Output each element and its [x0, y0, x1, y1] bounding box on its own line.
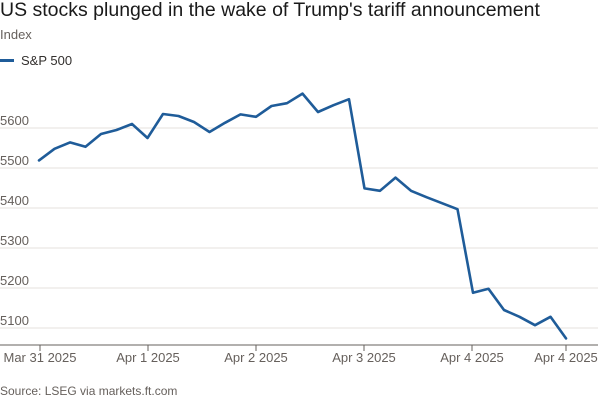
x-tick-label: Apr 4 2025 — [440, 350, 504, 365]
x-tick-labels: Mar 31 2025 Apr 1 2025 Apr 2 2025 Apr 3 202… — [4, 345, 598, 365]
x-tick-label: Mar 31 2025 — [4, 350, 77, 365]
x-tick-label: Apr 3 2025 — [332, 350, 396, 365]
legend-swatch — [0, 59, 14, 62]
y-tick-label: 5100 — [0, 313, 29, 328]
legend: S&P 500 — [0, 53, 72, 68]
y-tick-label: 5600 — [0, 113, 29, 128]
y-tick-label: 5200 — [0, 273, 29, 288]
x-tick-label: Apr 4 2025 — [534, 350, 598, 365]
y-tick-label: 5500 — [0, 153, 29, 168]
x-tick-label: Apr 1 2025 — [116, 350, 180, 365]
source-note: Source: LSEG via markets.ft.com — [0, 384, 178, 398]
chart-title: US stocks plunged in the wake of Trump's… — [0, 0, 540, 21]
legend-label: S&P 500 — [21, 53, 73, 68]
y-axis-label: Index — [0, 27, 32, 42]
y-tick-labels: 5100 5200 5300 5400 5500 5600 — [0, 113, 29, 328]
series-line-sp500 — [37, 92, 568, 340]
series-lines — [37, 92, 568, 340]
grid-lines — [0, 127, 598, 346]
x-tick-label: Apr 2 2025 — [224, 350, 288, 365]
y-tick-label: 5300 — [0, 233, 29, 248]
y-tick-label: 5400 — [0, 193, 29, 208]
